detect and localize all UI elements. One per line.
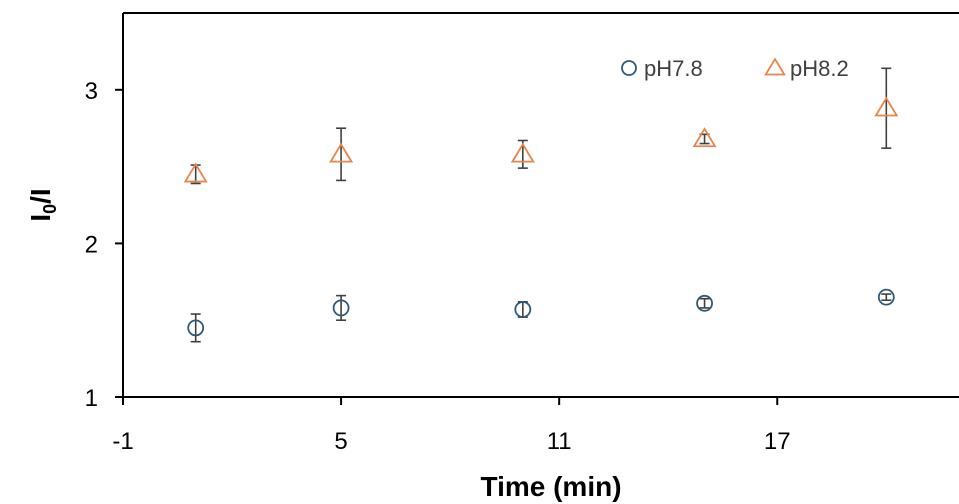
error-bars	[191, 68, 892, 341]
data-points	[185, 98, 896, 335]
legend: pH7.8 pH8.2	[622, 56, 849, 81]
y-tick-label: 3	[85, 78, 98, 105]
y-axis-title-tail: /I	[25, 188, 56, 204]
x-tick-label: 11	[547, 428, 572, 455]
y-axis-title-main: I	[25, 214, 56, 222]
y-ticks: 1 2 3	[85, 78, 123, 412]
legend-item-ph8-2: pH8.2	[766, 56, 849, 81]
legend-label-ph7-8: pH7.8	[644, 56, 703, 81]
legend-marker-triangle	[766, 59, 785, 74]
legend-marker-circle	[622, 61, 636, 75]
legend-label-ph8-2: pH8.2	[790, 56, 849, 81]
x-axis-title: Time (min)	[480, 471, 621, 502]
y-axis-title: I0/I	[25, 188, 60, 221]
legend-item-ph7-8: pH7.8	[622, 56, 703, 81]
y-tick-label: 1	[85, 385, 98, 412]
x-axis-title-text: Time (min)	[480, 471, 621, 502]
x-tick-label: -1	[112, 428, 133, 455]
x-tick-label: 5	[334, 428, 347, 455]
y-tick-label: 2	[85, 231, 98, 258]
y-axis-title-subscript: 0	[40, 204, 60, 214]
x-tick-label: 17	[764, 428, 791, 455]
x-ticks: -1 5 11 17	[112, 397, 790, 455]
